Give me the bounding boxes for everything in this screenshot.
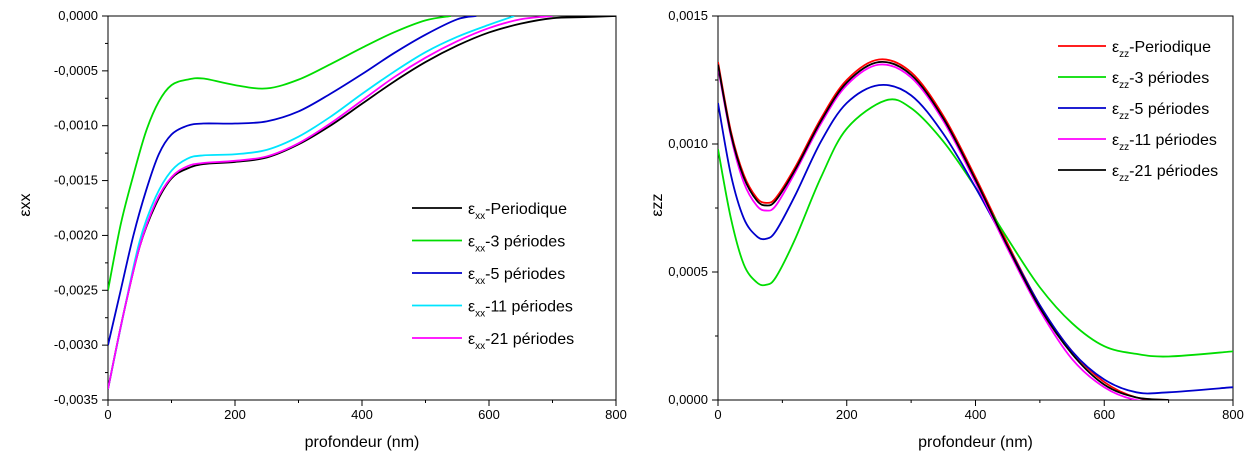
legend-subscript: xx [475, 211, 485, 222]
y-tick-label: -0,0025 [54, 282, 98, 297]
x-tick-label: 600 [1093, 407, 1115, 422]
legend-subscript: zz [1119, 173, 1129, 184]
series-line-5 [718, 60, 1169, 400]
y-tick-label: -0,0015 [54, 173, 98, 188]
legend-epsilon: ε [468, 331, 475, 348]
x-tick-label: 800 [605, 407, 627, 422]
legend-label-4: εxx-11 périodes [468, 299, 573, 320]
legend-series-name: -Periodique [485, 201, 567, 218]
series-line-2 [108, 16, 452, 291]
chart-2: 0 200 400 600 800 0,0000 0,0005 0,0010 0,0015 pro… [649, 8, 1244, 451]
legend-series-name: -5 périodes [1129, 101, 1209, 118]
legend-subscript: xx [475, 244, 485, 255]
legend-subscript: zz [1119, 142, 1129, 153]
legend-subscript: zz [1119, 80, 1129, 91]
legend-epsilon: ε [1112, 163, 1119, 180]
legend-subscript: xx [475, 309, 485, 320]
y-tick-label: 0,0010 [668, 136, 708, 151]
legend-epsilon: ε [468, 234, 475, 251]
series-line-2 [718, 98, 1233, 358]
series-line-4 [718, 63, 1169, 400]
series-line-3 [718, 83, 1233, 395]
series-group [718, 58, 1233, 400]
x-tick-label: 400 [351, 407, 373, 422]
legend-series-name: -3 périodes [485, 234, 565, 251]
series-line-5 [108, 16, 553, 390]
legend-subscript: zz [1119, 49, 1129, 60]
x-tick-label: 0 [104, 407, 111, 422]
chart-1: 0 200 400 600 800 0,0000 -0,0005 -0,0010 -0,0015… [17, 8, 627, 451]
legend-series-name: -5 périodes [485, 266, 565, 283]
legend-label-4: εzz-11 périodes [1112, 132, 1217, 153]
x-tick-label: 600 [478, 407, 500, 422]
x-axis-title: profondeur (nm) [918, 434, 1033, 451]
x-tick-label: 200 [224, 407, 246, 422]
legend-epsilon: ε [1112, 132, 1119, 149]
x-tick-label: 200 [836, 407, 858, 422]
legend-label-2: εzz-3 périodes [1112, 70, 1209, 91]
legend-series-name: -11 périodes [1129, 132, 1217, 149]
x-tick-label: 400 [965, 407, 987, 422]
y-tick-label: 0,0000 [58, 8, 98, 23]
y-tick-label: 0,0015 [668, 8, 708, 23]
y-axis-title: εxx [17, 193, 34, 216]
x-tick-label: 800 [1222, 407, 1244, 422]
y-axis-title: εzz [649, 193, 666, 216]
legend-series-name: -21 périodes [485, 331, 574, 348]
legend-subscript: zz [1119, 111, 1129, 122]
legend-series-name: -Periodique [1129, 39, 1211, 56]
y-tick-label: -0,0035 [54, 392, 98, 407]
legend-subscript: xx [475, 341, 485, 352]
legend-label-5: εzz-21 périodes [1112, 163, 1218, 184]
legend-epsilon: ε [1112, 39, 1119, 56]
legend-label-1: εzz-Periodique [1112, 39, 1211, 60]
y-tick-label: 0,0000 [668, 392, 708, 407]
legend-label-1: εxx-Periodique [468, 201, 567, 222]
x-axis-title: profondeur (nm) [305, 434, 420, 451]
legend-subscript: xx [475, 276, 485, 287]
legend-label-3: εxx-5 périodes [468, 266, 565, 287]
legend-series-name: -3 périodes [1129, 70, 1209, 87]
legend-epsilon: ε [468, 299, 475, 316]
series-group [108, 16, 616, 390]
series-line-3 [108, 16, 477, 346]
legend-label-2: εxx-3 périodes [468, 234, 565, 255]
y-tick-label: -0,0005 [54, 63, 98, 78]
series-line-4 [108, 16, 515, 390]
legend-epsilon: ε [1112, 101, 1119, 118]
legend-label-5: εxx-21 périodes [468, 331, 574, 352]
y-tick-label: 0,0005 [668, 264, 708, 279]
x-tick-label: 0 [714, 407, 721, 422]
legend-series-name: -11 périodes [485, 299, 573, 316]
series-line-1 [718, 58, 1169, 400]
legend-epsilon: ε [1112, 70, 1119, 87]
legend-series-name: -21 périodes [1129, 163, 1218, 180]
y-tick-label: -0,0020 [54, 227, 98, 242]
y-tick-label: -0,0030 [54, 337, 98, 352]
legend-epsilon: ε [468, 201, 475, 218]
legend-epsilon: ε [468, 266, 475, 283]
series-line-1 [108, 16, 616, 390]
legend-label-3: εzz-5 périodes [1112, 101, 1209, 122]
y-tick-label: -0,0010 [54, 118, 98, 133]
